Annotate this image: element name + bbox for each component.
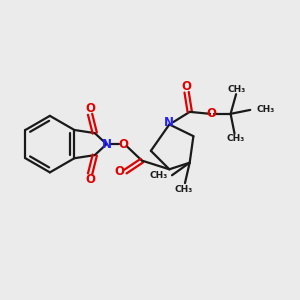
Text: O: O — [85, 173, 95, 186]
Text: CH₃: CH₃ — [256, 105, 274, 114]
Text: N: N — [102, 138, 112, 151]
Text: CH₃: CH₃ — [174, 185, 193, 194]
Text: O: O — [115, 165, 124, 178]
Text: O: O — [118, 138, 128, 151]
Text: O: O — [206, 107, 216, 120]
Text: CH₃: CH₃ — [226, 134, 244, 143]
Text: N: N — [164, 116, 174, 129]
Text: O: O — [182, 80, 192, 93]
Text: O: O — [85, 102, 95, 115]
Text: CH₃: CH₃ — [149, 171, 167, 180]
Text: CH₃: CH₃ — [228, 85, 246, 94]
